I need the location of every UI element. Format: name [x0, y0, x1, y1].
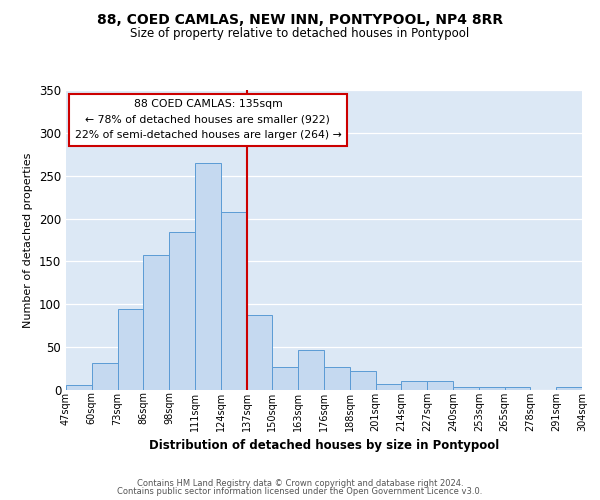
- Bar: [221, 212, 247, 390]
- Y-axis label: Number of detached properties: Number of detached properties: [23, 152, 34, 328]
- Text: Contains public sector information licensed under the Open Government Licence v3: Contains public sector information licen…: [118, 487, 482, 496]
- Bar: [401, 382, 427, 390]
- Text: Size of property relative to detached houses in Pontypool: Size of property relative to detached ho…: [130, 28, 470, 40]
- Bar: [272, 367, 298, 390]
- Bar: [505, 388, 530, 390]
- Bar: [556, 388, 582, 390]
- Bar: [195, 163, 221, 390]
- Bar: [453, 388, 479, 390]
- Text: Contains HM Land Registry data © Crown copyright and database right 2024.: Contains HM Land Registry data © Crown c…: [137, 478, 463, 488]
- X-axis label: Distribution of detached houses by size in Pontypool: Distribution of detached houses by size …: [149, 439, 499, 452]
- Bar: [169, 232, 195, 390]
- Text: 88, COED CAMLAS, NEW INN, PONTYPOOL, NP4 8RR: 88, COED CAMLAS, NEW INN, PONTYPOOL, NP4…: [97, 12, 503, 26]
- Bar: [298, 350, 324, 390]
- Text: 88 COED CAMLAS: 135sqm
← 78% of detached houses are smaller (922)
22% of semi-de: 88 COED CAMLAS: 135sqm ← 78% of detached…: [74, 99, 341, 140]
- Bar: [350, 371, 376, 390]
- Bar: [324, 367, 350, 390]
- Bar: [479, 386, 505, 390]
- Bar: [143, 254, 169, 390]
- Bar: [66, 385, 92, 390]
- Bar: [118, 310, 143, 390]
- Bar: [92, 362, 118, 390]
- Bar: [247, 314, 272, 390]
- Bar: [427, 382, 453, 390]
- Bar: [376, 384, 401, 390]
